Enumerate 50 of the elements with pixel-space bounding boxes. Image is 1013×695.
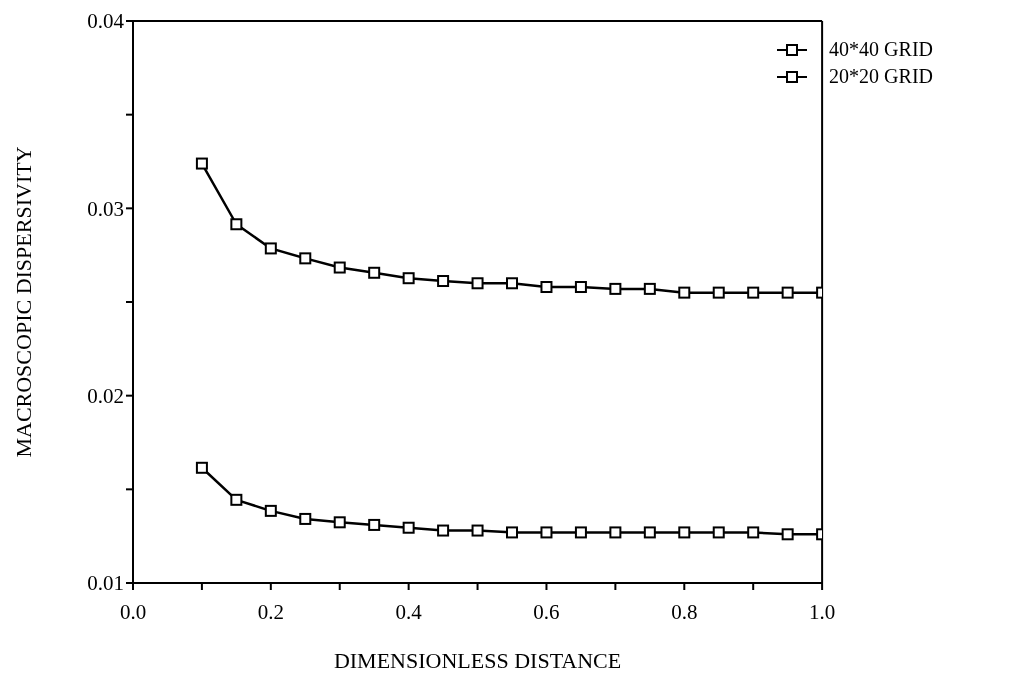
point xyxy=(506,526,519,539)
point xyxy=(437,275,450,288)
x-tick-label: 0.6 xyxy=(533,599,560,624)
point xyxy=(609,282,622,295)
point xyxy=(712,526,725,539)
point xyxy=(230,493,243,506)
x-tick-label: 0.2 xyxy=(257,599,284,624)
y-tick-label: 0.01 xyxy=(87,571,124,596)
point xyxy=(471,277,484,290)
point xyxy=(540,526,553,539)
point xyxy=(195,157,208,170)
point xyxy=(712,286,725,299)
y-tick-label: 0.02 xyxy=(87,384,124,409)
point xyxy=(264,504,277,517)
point xyxy=(747,286,760,299)
point xyxy=(402,272,415,285)
y-tick-label: 0.04 xyxy=(87,9,125,34)
y-tick-label: 0.03 xyxy=(87,196,124,221)
point xyxy=(643,282,656,295)
point xyxy=(781,528,794,541)
point xyxy=(333,261,346,274)
point xyxy=(574,526,587,539)
legend-label: 20*20 GRID xyxy=(829,65,933,88)
point xyxy=(299,512,312,525)
point xyxy=(574,281,587,294)
x-tick-label: 0.8 xyxy=(671,599,698,624)
point xyxy=(781,286,794,299)
x-tick-label: 0.4 xyxy=(395,599,423,624)
point xyxy=(299,252,312,265)
point xyxy=(195,461,208,474)
point xyxy=(230,218,243,231)
y-axis-title: MACROSCOPIC DISPERSIVITY xyxy=(10,146,36,458)
point xyxy=(402,521,415,534)
point xyxy=(333,516,346,529)
x-tick-label: 1.0 xyxy=(808,599,836,624)
point xyxy=(609,526,622,539)
point xyxy=(368,266,381,279)
x-axis-title: DIMENSIONLESS DISTANCE xyxy=(333,648,622,673)
point xyxy=(678,286,691,299)
point xyxy=(368,518,381,531)
point xyxy=(540,281,553,294)
legend-label: 40*40 GRID xyxy=(829,38,933,61)
point xyxy=(471,524,484,537)
point xyxy=(437,524,450,537)
point xyxy=(747,526,760,539)
point xyxy=(643,526,656,539)
x-tick-label: 0.0 xyxy=(119,599,147,624)
point xyxy=(678,526,691,539)
point xyxy=(264,242,277,255)
point xyxy=(506,277,519,290)
